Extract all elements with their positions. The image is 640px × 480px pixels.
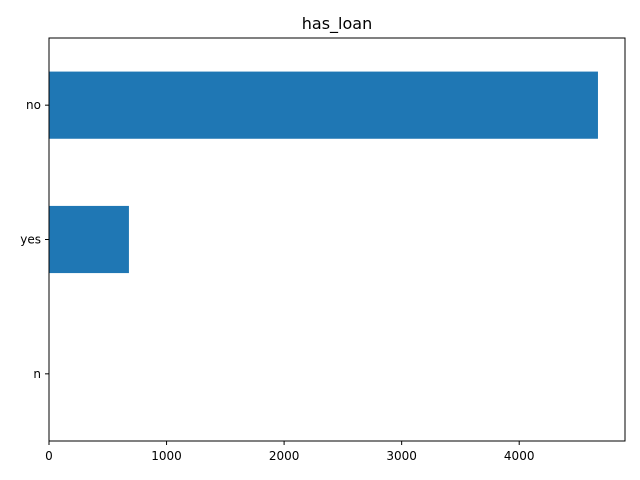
x-tick-label: 4000 bbox=[504, 449, 535, 463]
plot-frame bbox=[48, 37, 626, 442]
chart-title: has_loan bbox=[302, 14, 372, 34]
x-axis-ticks: 0 1000 2000 3000 4000 bbox=[45, 441, 534, 463]
y-tick-label: yes bbox=[20, 233, 41, 247]
x-tick-label: 2000 bbox=[269, 449, 300, 463]
bar-yes bbox=[49, 205, 129, 274]
x-tick-label: 0 bbox=[45, 449, 53, 463]
bars-group bbox=[49, 71, 598, 408]
x-tick-label: 1000 bbox=[151, 449, 182, 463]
y-tick-label: no bbox=[26, 98, 41, 112]
bar-no bbox=[49, 71, 598, 139]
y-tick-label: n bbox=[33, 367, 41, 381]
y-axis-ticks: no yes n bbox=[20, 98, 49, 381]
x-tick-label: 3000 bbox=[386, 449, 417, 463]
